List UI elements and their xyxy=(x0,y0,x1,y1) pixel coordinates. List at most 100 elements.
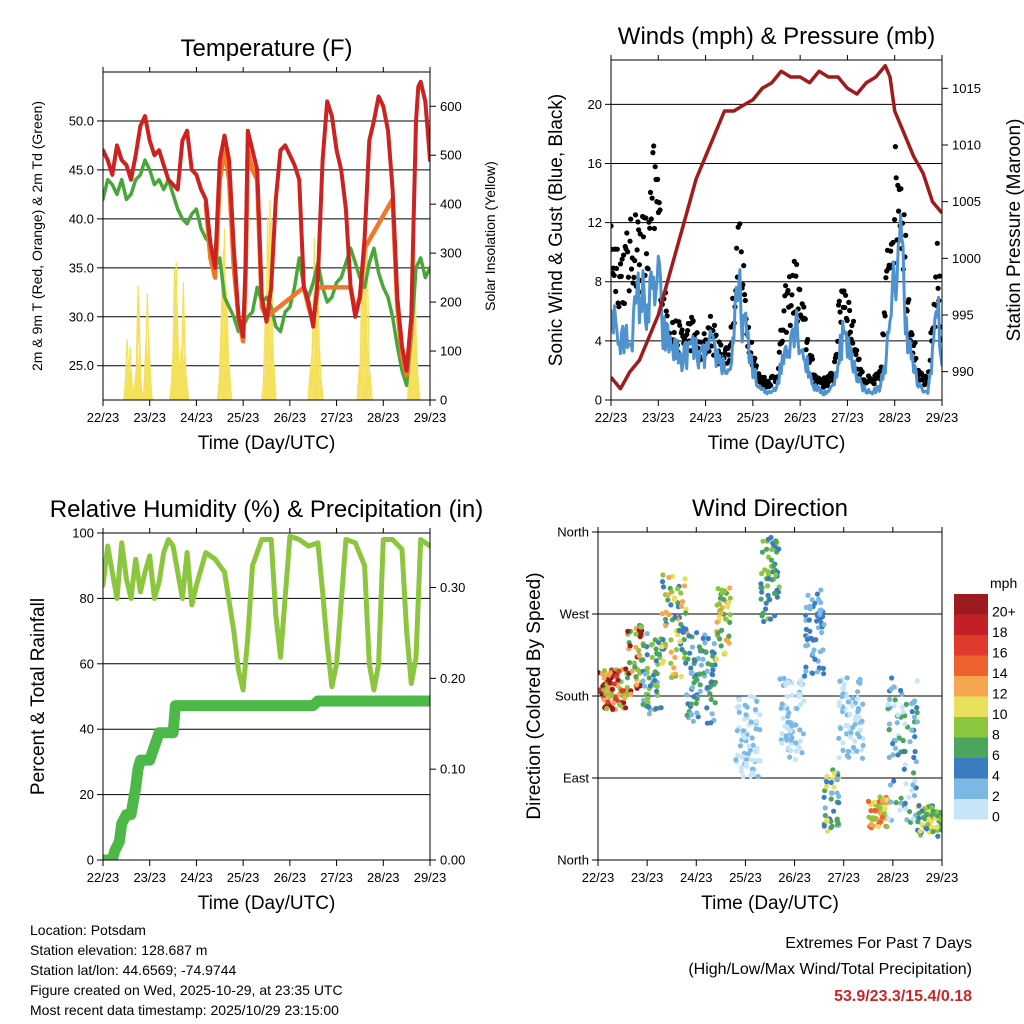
direction-point xyxy=(878,819,884,825)
direction-point xyxy=(797,691,804,698)
gust-point xyxy=(837,309,843,315)
legend-swatch xyxy=(954,778,988,799)
solar-insolation-spike xyxy=(270,359,277,400)
y-tick-label: 20 xyxy=(588,97,602,112)
gust-point xyxy=(783,283,789,289)
y2-tick-label: 0 xyxy=(440,393,447,408)
gust-point xyxy=(726,352,732,358)
direction-point xyxy=(885,816,892,822)
gust-point xyxy=(877,368,883,375)
direction-point xyxy=(749,735,755,741)
direction-point xyxy=(758,581,764,587)
gust-point xyxy=(650,150,656,156)
direction-point xyxy=(659,579,666,585)
direction-point xyxy=(903,781,909,787)
x-tick-label: 24/23 xyxy=(680,870,713,885)
gust-point xyxy=(788,303,794,309)
direction-point xyxy=(682,650,688,656)
gust-point xyxy=(626,288,632,294)
direction-point xyxy=(855,731,861,737)
direction-point xyxy=(844,675,850,681)
direction-point xyxy=(694,676,700,683)
direction-point xyxy=(623,705,629,711)
direction-point xyxy=(671,595,678,601)
direction-point xyxy=(767,616,774,622)
direction-point xyxy=(836,755,842,761)
plot-border xyxy=(102,532,431,861)
direction-point xyxy=(747,693,753,699)
direction-point xyxy=(713,656,720,662)
direction-point xyxy=(822,812,828,819)
chart-title: Temperature (F) xyxy=(180,35,352,62)
direction-point xyxy=(885,706,891,712)
direction-point xyxy=(625,628,631,634)
legend-swatch xyxy=(954,676,988,697)
humidity-series xyxy=(103,533,430,860)
direction-point xyxy=(704,685,711,691)
legend-label: 12 xyxy=(992,685,1008,701)
legend-swatch xyxy=(954,635,988,656)
direction-point xyxy=(828,779,834,786)
direction-point xyxy=(761,618,767,625)
direction-point xyxy=(868,808,874,814)
direction-point xyxy=(843,722,849,729)
direction-point xyxy=(685,656,691,662)
temp-2m-line xyxy=(103,79,430,373)
y-tick-label: 0 xyxy=(595,393,602,408)
y-tick-label: 100 xyxy=(72,526,94,541)
legend-label: 10 xyxy=(992,706,1008,722)
direction-point xyxy=(748,719,754,725)
direction-point xyxy=(895,712,901,718)
direction-point xyxy=(902,762,909,768)
gust-point xyxy=(856,356,862,362)
direction-point xyxy=(640,657,646,663)
direction-point xyxy=(655,692,661,699)
direction-point xyxy=(743,760,749,767)
y2-axis-label: Station Pressure (Maroon) xyxy=(1004,119,1024,342)
gust-point xyxy=(756,371,762,377)
direction-point xyxy=(774,594,781,600)
direction-point xyxy=(860,742,866,749)
direction-point xyxy=(820,665,827,672)
gust-point xyxy=(614,246,620,252)
legend-label: 14 xyxy=(992,665,1008,681)
x-tick-label: 25/23 xyxy=(729,870,762,885)
gust-point xyxy=(690,318,696,324)
direction-point xyxy=(644,652,650,658)
direction-point xyxy=(666,574,672,581)
direction-point xyxy=(694,710,700,716)
direction-point xyxy=(752,748,758,755)
direction-point xyxy=(709,649,715,655)
direction-point xyxy=(616,668,622,674)
y-tick-label: North xyxy=(557,525,589,540)
precipitation-line xyxy=(103,695,430,860)
legend-label: 18 xyxy=(992,624,1008,640)
y-tick-label: 45.0 xyxy=(69,162,94,177)
legend-title: mph xyxy=(990,575,1017,591)
x-tick-label: 25/23 xyxy=(737,410,770,425)
y-tick-label: North xyxy=(557,853,589,868)
direction-point xyxy=(920,815,926,821)
direction-point xyxy=(607,670,613,676)
x-tick-label: 29/23 xyxy=(414,410,447,425)
y2-tick-label: 500 xyxy=(440,148,462,163)
direction-point xyxy=(911,793,918,799)
gust-point xyxy=(896,208,902,214)
direction-point xyxy=(772,613,778,619)
direction-point xyxy=(707,691,713,697)
direction-point xyxy=(796,745,803,752)
direction-point xyxy=(758,596,764,602)
legend-swatch xyxy=(954,655,988,676)
direction-point xyxy=(852,738,858,744)
direction-point xyxy=(765,592,771,599)
plot-border xyxy=(610,59,943,401)
direction-point xyxy=(806,617,812,623)
gust-point xyxy=(625,249,631,255)
direction-point xyxy=(683,606,689,612)
gust-point xyxy=(663,308,669,314)
figure-created: Figure created on Wed, 2025-10-29, at 23… xyxy=(30,982,343,998)
panel-humidity: Relative Humidity (%) & Precipitation (i… xyxy=(28,496,483,914)
direction-point xyxy=(646,675,652,681)
gust-point xyxy=(657,207,663,213)
gust-point xyxy=(627,238,633,244)
